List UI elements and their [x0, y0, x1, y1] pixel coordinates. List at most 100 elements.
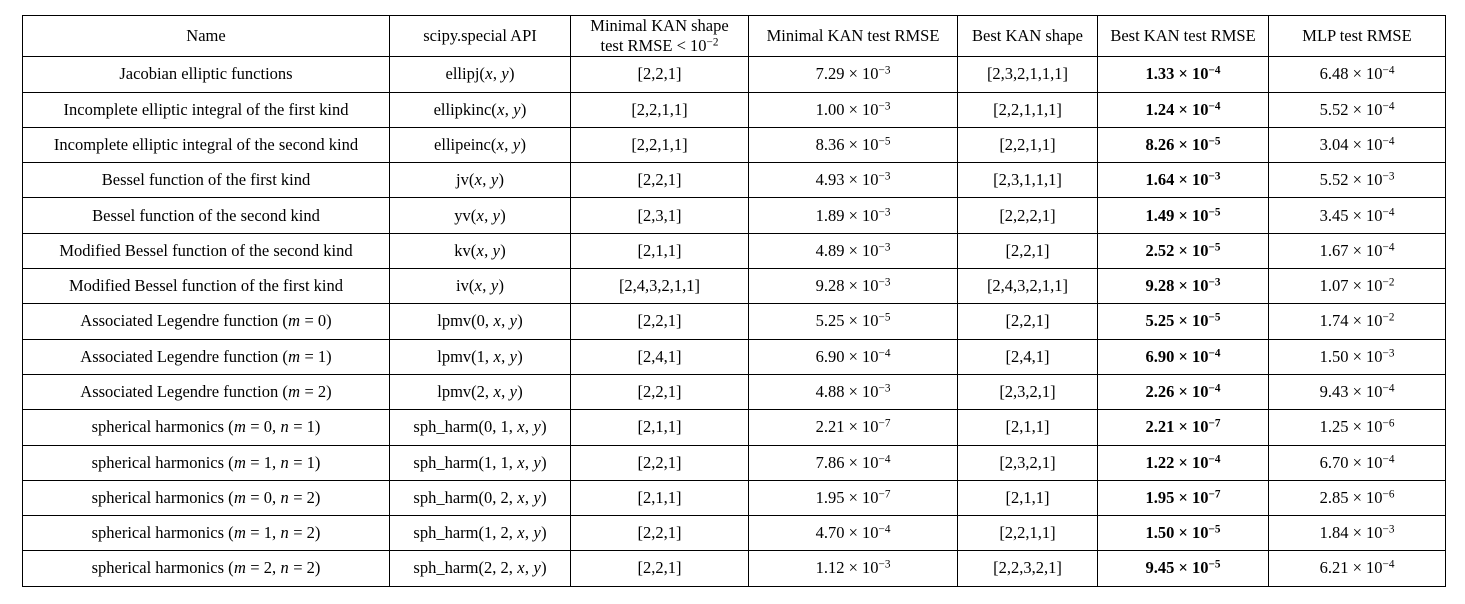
cell-minimal-shape: [2,2,1,1] [570, 126, 749, 164]
cell-best-rmse: 1.33 × 10−4 [1097, 56, 1269, 93]
cell-mlp-rmse: 1.07 × 10−2 [1268, 268, 1446, 305]
cell-minimal-shape: [2,2,1] [570, 162, 749, 199]
cell-minimal-rmse: 4.89 × 10−3 [748, 232, 958, 270]
cell-api: sph_harm(0, 2, x, y) [389, 479, 571, 517]
table-body: Jacobian elliptic functions ellipj(x, y)[… [22, 56, 1446, 587]
cell-mlp-rmse: 1.84 × 10−3 [1268, 515, 1446, 552]
column-header-minimal-shape: Minimal KAN shape test RMSE < 10−2 [570, 14, 749, 58]
cell-minimal-shape: [2,1,1] [570, 409, 749, 446]
cell-minimal-rmse: 1.95 × 10−7 [748, 479, 958, 517]
cell-minimal-shape: [2,2,1] [570, 303, 749, 340]
cell-mlp-rmse: 6.21 × 10−4 [1268, 550, 1446, 587]
cell-mlp-rmse: 3.04 × 10−4 [1268, 126, 1446, 164]
cell-minimal-shape: [2,2,1,1] [570, 91, 749, 128]
table-row: spherical harmonics (m = 2, n = 2) sph_ha… [22, 550, 1446, 587]
cell-mlp-rmse: 5.52 × 10−3 [1268, 162, 1446, 199]
cell-api: sph_harm(1, 2, x, y) [389, 515, 571, 552]
cell-api: jv(x, y) [389, 162, 571, 199]
cell-best-rmse: 1.64 × 10−3 [1097, 162, 1269, 199]
cell-minimal-rmse: 4.70 × 10−4 [748, 515, 958, 552]
cell-best-shape: [2,2,1,1] [957, 515, 1098, 552]
table-row: Associated Legendre function (m = 1) lpmv… [22, 338, 1446, 375]
cell-best-shape: [2,2,1,1,1] [957, 91, 1098, 128]
cell-name: spherical harmonics (m = 1, n = 2) [22, 515, 390, 552]
table-row: Bessel function of the first kind jv(x, y… [22, 162, 1446, 199]
cell-name: Modified Bessel function of the second k… [22, 232, 390, 270]
cell-mlp-rmse: 1.74 × 10−2 [1268, 303, 1446, 340]
special-functions-table: Name scipy.special API Minimal KAN shape te… [22, 14, 1446, 587]
cell-name: Associated Legendre function (m = 0) [22, 303, 390, 340]
cell-api: sph_harm(1, 1, x, y) [389, 444, 571, 481]
cell-api: sph_harm(0, 1, x, y) [389, 409, 571, 446]
cell-best-rmse: 8.26 × 10−5 [1097, 126, 1269, 164]
cell-minimal-shape: [2,1,1] [570, 479, 749, 517]
cell-best-shape: [2,3,2,1] [957, 373, 1098, 411]
table-header-row: Name scipy.special API Minimal KAN shape te… [22, 14, 1446, 58]
cell-best-shape: [2,2,3,2,1] [957, 550, 1098, 587]
cell-minimal-rmse: 9.28 × 10−3 [748, 268, 958, 305]
table-row: Associated Legendre function (m = 0) lpmv… [22, 303, 1446, 340]
cell-minimal-rmse: 7.86 × 10−4 [748, 444, 958, 481]
cell-best-shape: [2,2,1] [957, 232, 1098, 270]
cell-name: Bessel function of the second kind [22, 197, 390, 234]
cell-mlp-rmse: 6.70 × 10−4 [1268, 444, 1446, 481]
table-row: Jacobian elliptic functions ellipj(x, y)[… [22, 56, 1446, 93]
cell-minimal-shape: [2,4,3,2,1,1] [570, 268, 749, 305]
cell-minimal-shape: [2,1,1] [570, 232, 749, 270]
cell-best-shape: [2,2,1,1] [957, 126, 1098, 164]
cell-best-shape: [2,1,1] [957, 479, 1098, 517]
column-header-best-rmse: Best KAN test RMSE [1097, 14, 1269, 58]
column-header-best-shape: Best KAN shape [957, 14, 1098, 58]
cell-minimal-shape: [2,2,1] [570, 444, 749, 481]
column-header-mlp-rmse: MLP test RMSE [1268, 14, 1446, 58]
cell-best-rmse: 6.90 × 10−4 [1097, 338, 1269, 375]
cell-best-shape: [2,3,2,1] [957, 444, 1098, 481]
cell-name: spherical harmonics (m = 1, n = 1) [22, 444, 390, 481]
cell-name: Bessel function of the first kind [22, 162, 390, 199]
cell-api: ellipj(x, y) [389, 56, 571, 93]
cell-minimal-rmse: 2.21 × 10−7 [748, 409, 958, 446]
cell-mlp-rmse: 1.25 × 10−6 [1268, 409, 1446, 446]
cell-minimal-shape: [2,3,1] [570, 197, 749, 234]
cell-best-shape: [2,1,1] [957, 409, 1098, 446]
cell-mlp-rmse: 9.43 × 10−4 [1268, 373, 1446, 411]
cell-best-shape: [2,4,3,2,1,1] [957, 268, 1098, 305]
cell-mlp-rmse: 2.85 × 10−6 [1268, 479, 1446, 517]
cell-minimal-shape: [2,2,1] [570, 373, 749, 411]
column-header-minimal-rmse: Minimal KAN test RMSE [748, 14, 958, 58]
cell-minimal-shape: [2,2,1] [570, 56, 749, 93]
cell-name: spherical harmonics (m = 0, n = 1) [22, 409, 390, 446]
cell-api: ellipeinc(x, y) [389, 126, 571, 164]
cell-mlp-rmse: 1.67 × 10−4 [1268, 232, 1446, 270]
cell-api: iv(x, y) [389, 268, 571, 305]
cell-name: Incomplete elliptic integral of the seco… [22, 126, 390, 164]
cell-name: Associated Legendre function (m = 2) [22, 373, 390, 411]
cell-api: yv(x, y) [389, 197, 571, 234]
cell-minimal-rmse: 7.29 × 10−3 [748, 56, 958, 93]
table-row: Incomplete elliptic integral of the firs… [22, 91, 1446, 128]
table-row: Bessel function of the second kind yv(x, … [22, 197, 1446, 234]
cell-api: lpmv(2, x, y) [389, 373, 571, 411]
cell-name: Jacobian elliptic functions [22, 56, 390, 93]
table-row: Modified Bessel function of the first ki… [22, 268, 1446, 305]
cell-minimal-rmse: 5.25 × 10−5 [748, 303, 958, 340]
cell-minimal-shape: [2,2,1] [570, 550, 749, 587]
table-row: spherical harmonics (m = 0, n = 2) sph_ha… [22, 479, 1446, 517]
column-header-name: Name [22, 14, 390, 58]
cell-name: spherical harmonics (m = 2, n = 2) [22, 550, 390, 587]
cell-best-rmse: 1.22 × 10−4 [1097, 444, 1269, 481]
cell-best-rmse: 1.24 × 10−4 [1097, 91, 1269, 128]
cell-api: kv(x, y) [389, 232, 571, 270]
cell-api: lpmv(0, x, y) [389, 303, 571, 340]
cell-minimal-shape: [2,4,1] [570, 338, 749, 375]
cell-best-shape: [2,3,2,1,1,1] [957, 56, 1098, 93]
table-row: Incomplete elliptic integral of the seco… [22, 126, 1446, 164]
cell-minimal-rmse: 4.93 × 10−3 [748, 162, 958, 199]
cell-api: lpmv(1, x, y) [389, 338, 571, 375]
cell-best-rmse: 2.26 × 10−4 [1097, 373, 1269, 411]
column-header-api: scipy.special API [389, 14, 571, 58]
cell-minimal-rmse: 6.90 × 10−4 [748, 338, 958, 375]
cell-api: ellipkinc(x, y) [389, 91, 571, 128]
table-header: Name scipy.special API Minimal KAN shape te… [22, 14, 1446, 58]
table-row: Modified Bessel function of the second k… [22, 232, 1446, 270]
